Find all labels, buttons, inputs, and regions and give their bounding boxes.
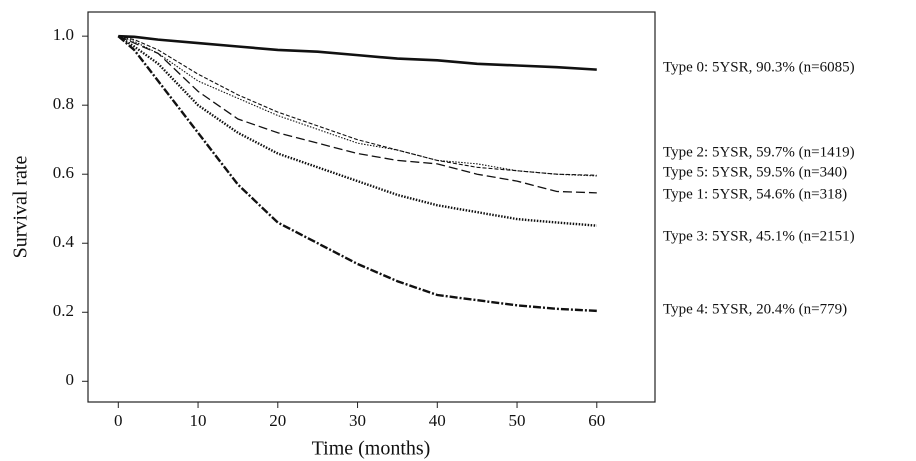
x-tick-label: 10 bbox=[190, 411, 207, 430]
x-axis-label: Time (months) bbox=[312, 438, 431, 460]
x-tick-label: 20 bbox=[269, 411, 286, 430]
y-tick-label: 0.4 bbox=[53, 232, 75, 251]
x-tick-label: 60 bbox=[588, 411, 605, 430]
y-axis-label: Survival rate bbox=[10, 156, 32, 259]
survival-curve bbox=[118, 34, 597, 71]
y-tick-label: 0.2 bbox=[53, 301, 74, 320]
x-tick-label: 50 bbox=[509, 411, 526, 430]
x-tick-label: 0 bbox=[114, 411, 123, 430]
legend-label: Type 0: 5YSR, 90.3% (n=6085) bbox=[663, 59, 855, 75]
legend-label: Type 4: 5YSR, 20.4% (n=779) bbox=[663, 301, 847, 317]
survival-curve bbox=[117, 35, 597, 227]
y-tick-label: 0.8 bbox=[53, 94, 74, 113]
legend-label: Type 3: 5YSR, 45.1% (n=2151) bbox=[663, 228, 855, 244]
y-tick-label: 0.6 bbox=[53, 163, 74, 182]
x-tick-label: 30 bbox=[349, 411, 366, 430]
y-tick-label: 1.0 bbox=[53, 25, 74, 44]
survival-curve bbox=[117, 35, 597, 313]
survival-curve bbox=[118, 35, 597, 194]
survival-curve bbox=[118, 35, 597, 177]
y-tick-label: 0 bbox=[66, 370, 75, 389]
legend-label: Type 2: 5YSR, 59.7% (n=1419) bbox=[663, 144, 855, 160]
survival-curve bbox=[118, 35, 597, 176]
plot-frame bbox=[87, 11, 656, 403]
x-tick-label: 40 bbox=[429, 411, 446, 430]
legend-label: Type 1: 5YSR, 54.6% (n=318) bbox=[663, 186, 847, 202]
legend-label: Type 5: 5YSR, 59.5% (n=340) bbox=[663, 164, 847, 180]
